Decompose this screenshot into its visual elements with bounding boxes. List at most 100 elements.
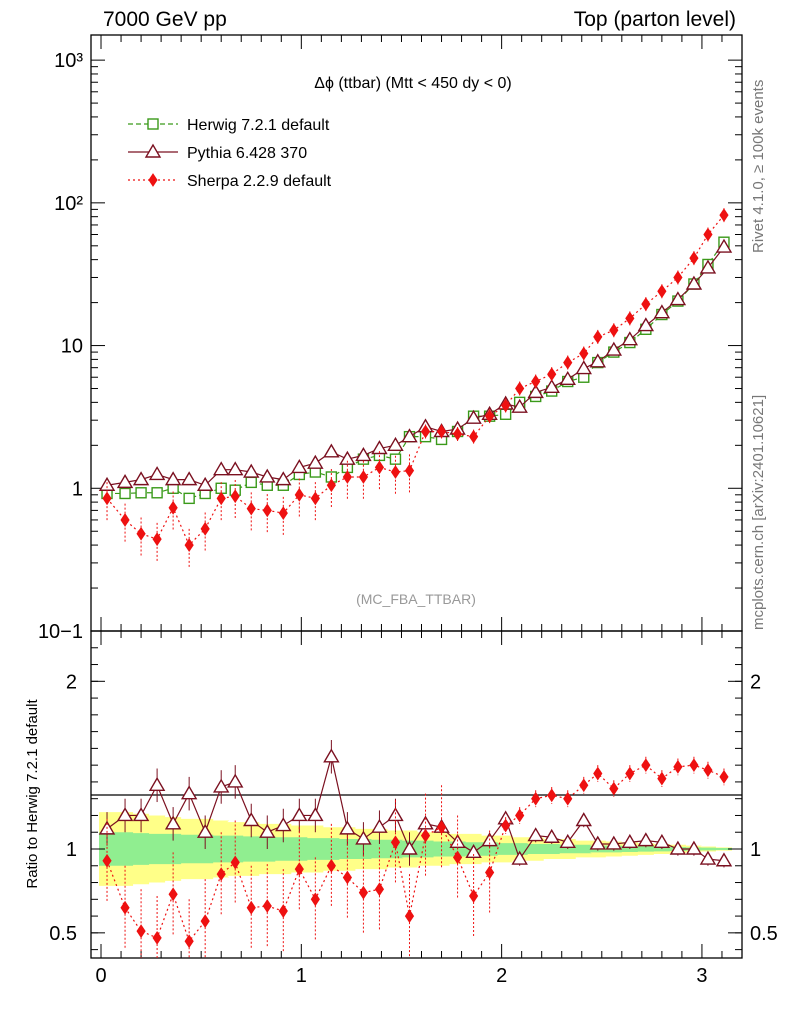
data-point	[468, 429, 479, 444]
ratio-point	[563, 791, 573, 806]
data-point	[689, 251, 699, 266]
data-point	[294, 487, 304, 502]
data-point	[436, 424, 447, 439]
ratio-point	[278, 904, 288, 918]
ratio-point	[593, 766, 603, 781]
legend-marker	[148, 173, 158, 187]
ratio-plot-panel: 0.5 0.5 1 1 2 2 0 1 2 3 Ratio to Herwig 7.2.1 def…	[24, 630, 778, 987]
data-point	[589, 353, 606, 368]
ratio-point	[559, 833, 576, 848]
ratio-point	[180, 785, 198, 800]
rivet-version-label: Rivet 4.1.0, ≥ 100k events	[750, 80, 767, 253]
data-point	[547, 367, 557, 382]
ratio-point	[404, 909, 415, 923]
data-point	[212, 461, 230, 476]
ratio-point	[436, 820, 447, 835]
ratio-point	[579, 778, 589, 793]
ratio-line	[106, 756, 725, 862]
data-point	[262, 503, 272, 518]
legend: Herwig 7.2.1 default Pythia 6.428 370 Sher…	[128, 117, 332, 190]
ratio-point	[216, 867, 226, 882]
ratio-point	[374, 882, 385, 897]
data-point	[196, 476, 214, 491]
data-point	[152, 532, 162, 547]
data-point	[625, 311, 635, 326]
data-point	[605, 341, 623, 356]
data-point	[339, 450, 356, 465]
data-point	[401, 428, 418, 443]
data-point	[278, 506, 288, 521]
ratio-point	[310, 892, 320, 907]
uncertainty-band-green	[99, 832, 732, 866]
ratio-point	[452, 850, 463, 865]
ratio-point	[703, 763, 713, 778]
series-sherpa	[102, 208, 729, 568]
ratio-point	[575, 812, 592, 827]
ratio-point	[136, 924, 146, 939]
ratio-point	[326, 858, 336, 873]
ratio-point	[227, 773, 244, 788]
data-point	[511, 398, 528, 413]
ratio-line	[106, 764, 725, 943]
ratio-point	[164, 815, 182, 830]
data-point	[641, 297, 651, 312]
main-plot-panel: 10−1 1 10 10² 10³ Δϕ (ttbar) (Mtt < 450 dy <…	[38, 34, 743, 643]
data-point	[168, 500, 178, 515]
ratio-point	[501, 818, 511, 833]
ratio-point	[152, 930, 162, 945]
data-point	[515, 381, 525, 396]
data-point	[593, 330, 603, 344]
ratio-point	[355, 830, 372, 845]
ratio-point	[625, 766, 635, 781]
ratio-point	[212, 778, 230, 793]
data-point	[119, 487, 131, 500]
data-point	[501, 398, 511, 413]
ratio-y-tick-label: 2	[66, 671, 77, 693]
legend-marker	[147, 118, 159, 130]
ratio-y-tick-label: 0.5	[49, 923, 77, 945]
data-point	[326, 478, 336, 493]
ratio-point	[637, 832, 655, 847]
ratio-point	[358, 885, 369, 900]
legend-marker	[144, 143, 162, 158]
ratio-point	[715, 852, 733, 867]
data-point	[355, 447, 372, 462]
plot-title: Δϕ (ttbar) (Mtt < 450 dy < 0)	[314, 75, 512, 92]
ratio-y-tick-label-right: 0.5	[750, 923, 778, 945]
data-point	[200, 521, 210, 536]
data-point	[637, 317, 655, 332]
ratio-ylabel: Ratio to Herwig 7.2.1 default	[24, 699, 41, 889]
ratio-point	[120, 900, 130, 915]
data-point	[485, 409, 495, 424]
data-point	[657, 284, 667, 299]
ratio-point	[291, 807, 308, 822]
series-line	[107, 241, 725, 500]
header-left: 7000 GeV pp	[103, 8, 227, 31]
ratio-series-sherpa	[102, 756, 729, 958]
data-point	[389, 453, 402, 465]
legend-entry: Herwig 7.2.1 default	[187, 117, 330, 134]
data-point	[563, 355, 573, 370]
data-point	[531, 374, 541, 389]
data-point	[230, 489, 240, 504]
data-point	[420, 424, 431, 439]
ratio-point	[641, 758, 651, 773]
ratio-point	[262, 899, 272, 913]
data-point	[465, 409, 482, 424]
ratio-point	[275, 817, 292, 832]
data-point	[703, 227, 713, 242]
data-point	[227, 461, 244, 476]
ratio-point	[132, 807, 150, 822]
ratio-point	[669, 840, 687, 855]
ratio-point	[246, 900, 256, 915]
x-tick-label: 2	[496, 965, 507, 987]
data-point	[358, 470, 369, 484]
ratio-point	[102, 853, 112, 868]
data-point	[621, 331, 639, 346]
ratio-point	[699, 850, 717, 865]
ratio-point	[390, 835, 401, 850]
data-point	[669, 291, 687, 306]
data-point	[120, 513, 130, 527]
data-point	[148, 466, 166, 481]
